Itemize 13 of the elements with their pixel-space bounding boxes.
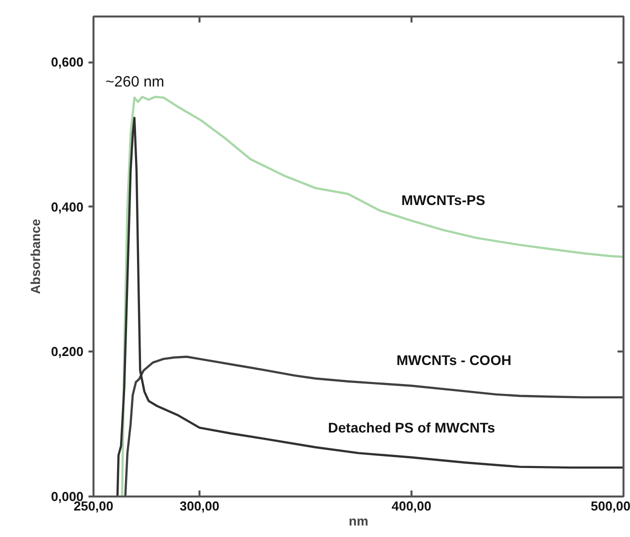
annotation: ~260 nm	[106, 74, 164, 90]
x-tick-label: 400,00	[392, 498, 432, 514]
series-label: MWCNTs - COOH	[396, 352, 512, 368]
x-tick-label: 500,00	[590, 498, 630, 514]
y-tick-label: 0,200	[50, 344, 84, 360]
y-tick-label: 0,600	[50, 54, 84, 70]
line-series	[124, 356, 624, 496]
series-label: Detached PS of MWCNTs	[328, 419, 496, 436]
y-tick-label: 0,400	[50, 199, 84, 214]
x-axis-title: nm	[348, 514, 368, 528]
x-tick-label: 300,00	[180, 498, 220, 514]
y-axis-title: Absorbance	[28, 218, 43, 294]
series-label: MWCNTs-PS	[401, 192, 486, 208]
